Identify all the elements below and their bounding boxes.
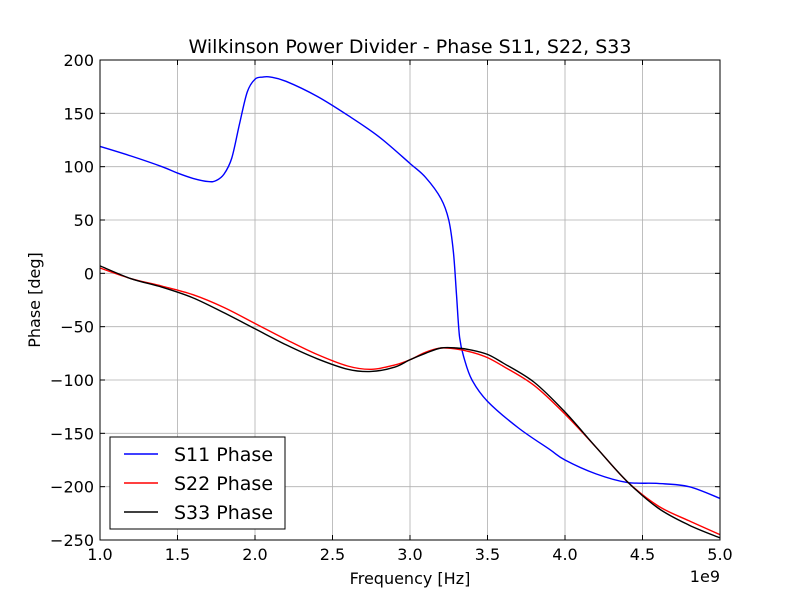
x-tick-label: 3.0 bbox=[397, 545, 422, 564]
x-tick-label: 4.0 bbox=[552, 545, 577, 564]
y-tick-label: −100 bbox=[50, 371, 94, 390]
series-line-s33-phase bbox=[99, 265, 721, 539]
y-tick-label: 200 bbox=[63, 51, 94, 70]
series-layer bbox=[99, 75, 721, 539]
x-tick-label: 3.5 bbox=[475, 545, 500, 564]
x-tick-label: 1.0 bbox=[87, 545, 112, 564]
x-axis-label: Frequency [Hz] bbox=[350, 569, 471, 588]
y-axis-label: Phase [deg] bbox=[25, 252, 44, 348]
chart-title: Wilkinson Power Divider - Phase S11, S22… bbox=[189, 36, 632, 58]
y-tick-label: −150 bbox=[50, 424, 94, 443]
x-tick-label: 1.5 bbox=[165, 545, 190, 564]
x-tick-label: 4.5 bbox=[630, 545, 655, 564]
x-tick-label: 2.5 bbox=[320, 545, 345, 564]
x-tick-label: 2.0 bbox=[242, 545, 267, 564]
legend-label: S33 Phase bbox=[174, 502, 273, 524]
y-tick-label: 150 bbox=[63, 104, 94, 123]
y-tick-label: −200 bbox=[50, 478, 94, 497]
ticks-layer: 1.0 1.5 2.0 2.5 3.0 3.5 4.0 4.5 5.0 −250 −200 −150 −… bbox=[50, 51, 733, 564]
y-tick-label: 0 bbox=[84, 264, 94, 283]
legend-label: S22 Phase bbox=[174, 473, 273, 495]
x-tick-label: 5.0 bbox=[707, 545, 732, 564]
legend-label: S11 Phase bbox=[174, 444, 273, 466]
y-tick-label: −50 bbox=[60, 318, 94, 337]
y-tick-label: 100 bbox=[63, 158, 94, 177]
x-axis-offset-label: 1e9 bbox=[690, 567, 720, 586]
y-tick-label: 50 bbox=[74, 211, 94, 230]
legend: S11 Phase S22 Phase S33 Phase bbox=[109, 436, 286, 530]
y-tick-label: −250 bbox=[50, 531, 94, 550]
series-line-s11-phase bbox=[99, 75, 721, 500]
